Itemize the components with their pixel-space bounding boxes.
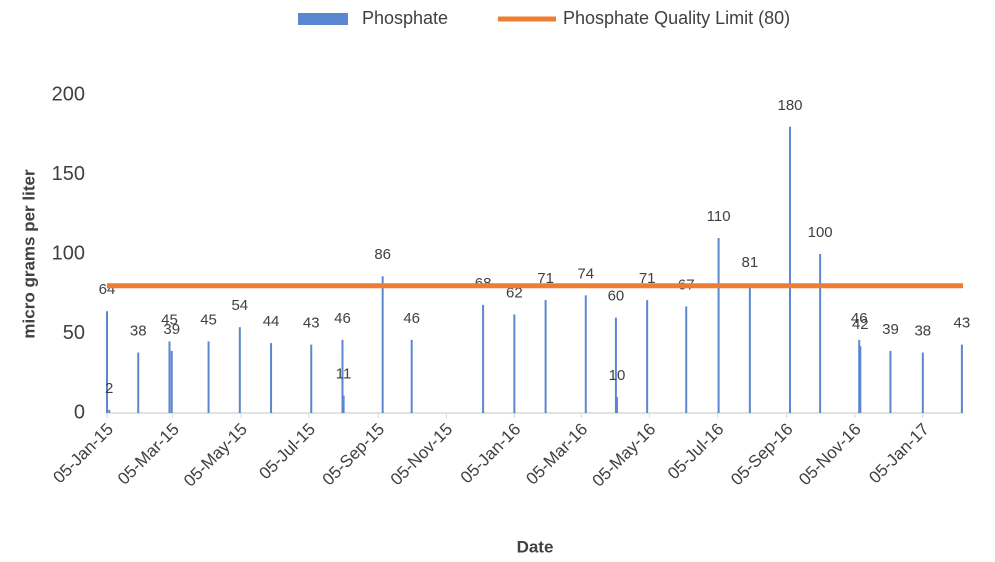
x-tick-label: 05-Jan-17: [865, 420, 933, 488]
bar: [310, 344, 313, 413]
bar: [106, 311, 108, 413]
bar: [170, 350, 173, 413]
x-tick-label: 05-Sep-16: [727, 420, 797, 490]
x-tick-label: 05-Jul-15: [255, 420, 319, 484]
data-label: 44: [263, 313, 280, 330]
x-tick-label: 05-Jul-16: [664, 420, 728, 484]
bar: [108, 409, 111, 413]
y-tick-label: 150: [52, 163, 85, 185]
bar: [544, 300, 547, 413]
x-tick-label: 05-Mar-16: [522, 420, 591, 489]
data-label: 39: [163, 321, 180, 338]
bar: [748, 284, 751, 413]
bar: [889, 350, 892, 413]
legend-label: Phosphate: [362, 8, 448, 28]
bar: [859, 346, 862, 413]
x-tick-label: 05-Nov-16: [795, 420, 865, 490]
bar: [410, 339, 413, 413]
y-tick-label: 100: [52, 242, 85, 264]
data-label: 60: [608, 288, 625, 305]
bar: [381, 276, 384, 413]
x-tick-label: 05-Jan-15: [49, 420, 117, 488]
data-label: 110: [707, 208, 731, 225]
bar: [341, 339, 344, 413]
data-label: 42: [852, 316, 869, 333]
data-label: 39: [882, 321, 899, 338]
bar: [270, 343, 273, 413]
data-label: 45: [200, 311, 217, 328]
bar: [168, 341, 171, 413]
data-label: 38: [914, 323, 931, 340]
data-label: 74: [577, 265, 594, 282]
data-label: 54: [231, 297, 248, 314]
y-axis-title: micro grams per liter: [19, 169, 38, 339]
x-axis-title: Date: [517, 537, 554, 556]
bar: [482, 304, 485, 413]
data-label: 43: [303, 315, 320, 332]
data-label: 100: [808, 224, 833, 241]
x-tick-label: 05-Mar-15: [114, 420, 183, 489]
x-tick-label: 05-May-16: [588, 420, 659, 491]
bar: [960, 344, 963, 413]
data-label: 71: [639, 270, 656, 287]
bar: [616, 397, 619, 413]
bar: [789, 126, 792, 414]
x-tick-label: 05-Sep-15: [319, 420, 389, 490]
data-label: 38: [130, 323, 147, 340]
x-tick-label: 05-Jan-16: [457, 420, 525, 488]
data-label: 71: [537, 270, 554, 287]
data-label: 45: [161, 311, 178, 328]
y-tick-label: 0: [74, 401, 85, 423]
data-label: 46: [334, 310, 351, 327]
data-label: 43: [954, 315, 971, 332]
bar: [717, 238, 720, 413]
y-tick-label: 50: [63, 322, 85, 344]
legend-label: Phosphate Quality Limit (80): [563, 8, 790, 28]
data-label: 86: [374, 246, 391, 263]
bar: [646, 300, 649, 413]
bar: [858, 339, 861, 413]
data-label: 180: [777, 97, 802, 114]
bar: [614, 317, 617, 413]
x-tick-label: 05-Nov-15: [387, 420, 457, 490]
bar: [921, 352, 924, 413]
bar: [137, 352, 140, 413]
bar: [513, 314, 516, 413]
data-label: 2: [105, 380, 113, 397]
data-label: 11: [336, 365, 352, 382]
data-label: 10: [609, 367, 626, 384]
bar: [584, 295, 587, 413]
x-tick-label: 05-May-15: [180, 420, 251, 491]
y-tick-label: 200: [52, 83, 85, 105]
data-label: 46: [851, 310, 868, 327]
bar: [819, 254, 822, 413]
data-label: 62: [506, 284, 523, 301]
bar: [685, 306, 688, 413]
data-label: 81: [741, 254, 758, 271]
bar: [238, 327, 241, 413]
data-label: 46: [403, 310, 420, 327]
bar: [207, 341, 210, 413]
bar: [342, 395, 345, 413]
legend-swatch: [298, 13, 348, 25]
